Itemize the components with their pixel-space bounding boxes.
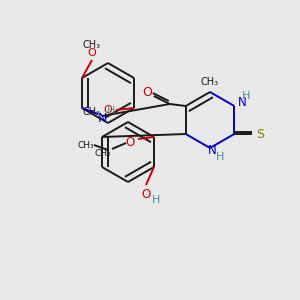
Text: O: O: [142, 85, 152, 98]
Text: H: H: [242, 91, 250, 101]
Text: H: H: [152, 195, 160, 205]
Text: CH₃: CH₃: [83, 40, 101, 50]
Text: CH₂: CH₂: [95, 148, 111, 158]
Text: O: O: [125, 136, 135, 148]
Text: H: H: [107, 106, 115, 116]
Text: S: S: [256, 128, 264, 140]
Text: H: H: [216, 152, 224, 162]
Text: O: O: [88, 48, 96, 58]
Text: N: N: [97, 112, 107, 124]
Text: N: N: [238, 95, 247, 109]
Text: N: N: [208, 143, 216, 157]
Text: O: O: [141, 188, 151, 200]
Text: CH₃: CH₃: [83, 107, 101, 117]
Text: O: O: [103, 105, 112, 115]
Text: CH₃: CH₃: [201, 77, 219, 87]
Text: CH₃: CH₃: [78, 140, 94, 149]
